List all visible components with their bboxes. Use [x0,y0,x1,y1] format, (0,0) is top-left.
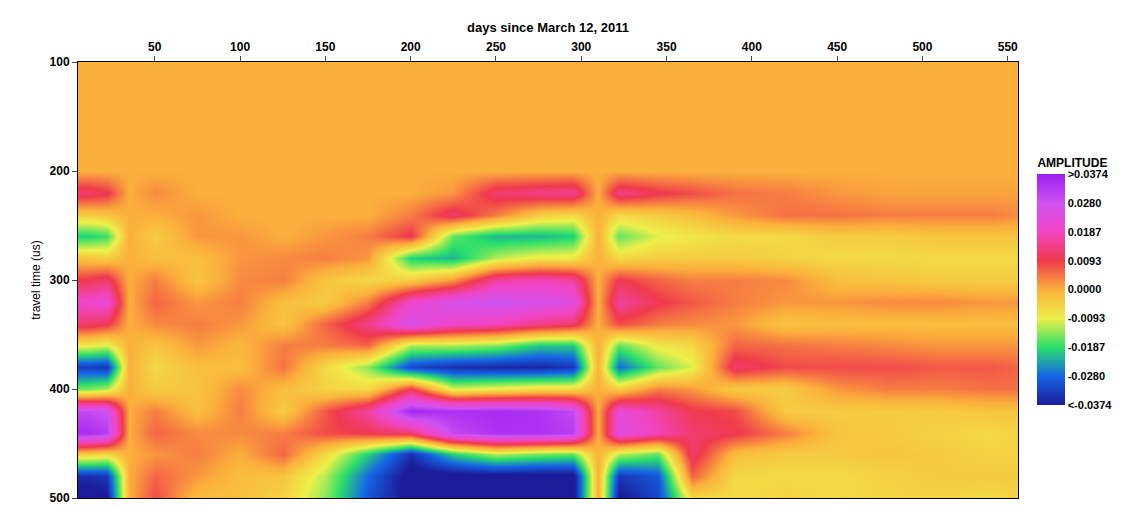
svg-text:<-0.0374: <-0.0374 [1068,399,1113,411]
svg-text:travel time (us): travel time (us) [29,240,43,319]
svg-text:300: 300 [50,273,70,287]
svg-text:-0.0280: -0.0280 [1068,370,1105,382]
svg-text:-0.0093: -0.0093 [1068,312,1105,324]
svg-text:50: 50 [148,40,162,54]
svg-text:0.0280: 0.0280 [1068,197,1102,209]
svg-text:100: 100 [230,40,250,54]
svg-text:400: 400 [742,40,762,54]
svg-text:0.0093: 0.0093 [1068,255,1102,267]
svg-text:400: 400 [50,382,70,396]
svg-text:150: 150 [315,40,335,54]
svg-text:450: 450 [827,40,847,54]
svg-text:500: 500 [912,40,932,54]
svg-text:100: 100 [50,55,70,69]
svg-text:-0.0187: -0.0187 [1068,341,1105,353]
svg-text:days since March 12, 2011: days since March 12, 2011 [467,20,629,35]
svg-text:200: 200 [401,40,421,54]
svg-text:>0.0374: >0.0374 [1068,168,1109,180]
svg-text:0.0000: 0.0000 [1068,283,1102,295]
svg-text:300: 300 [571,40,591,54]
svg-text:500: 500 [50,491,70,505]
svg-text:550: 550 [998,40,1018,54]
svg-text:250: 250 [486,40,506,54]
svg-text:350: 350 [657,40,677,54]
svg-text:200: 200 [50,164,70,178]
svg-text:AMPLITUDE: AMPLITUDE [1037,156,1107,170]
svg-text:0.0187: 0.0187 [1068,226,1102,238]
